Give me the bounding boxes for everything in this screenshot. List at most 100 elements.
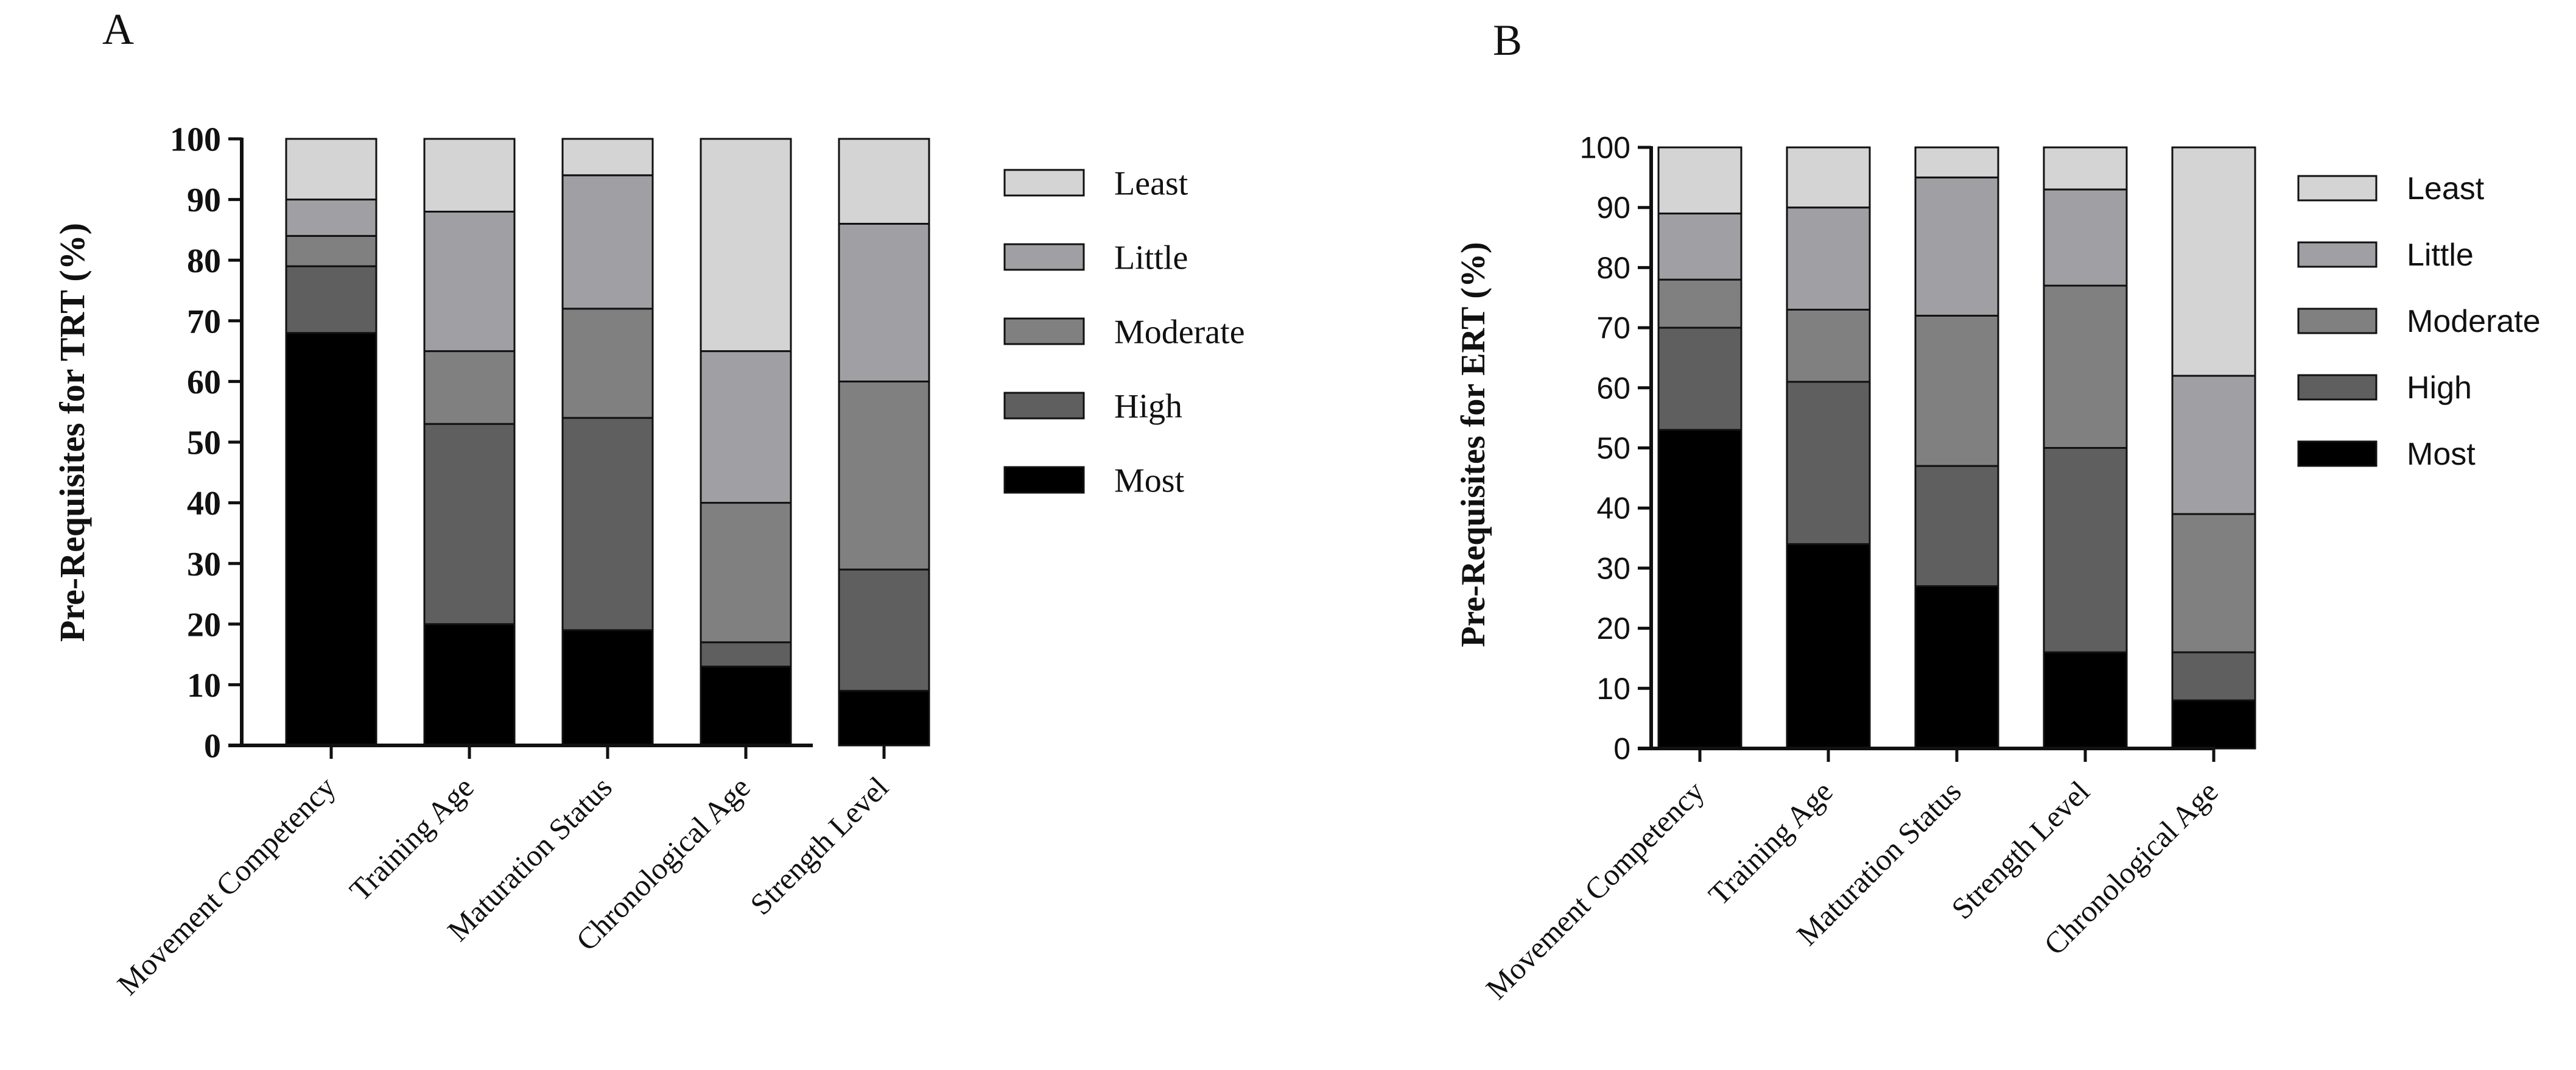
bar-segment-a-chronological-age-little [700, 350, 792, 504]
y-tick-label-a-0: 0 [204, 728, 221, 766]
y-tick-label-a-20: 20 [187, 606, 221, 644]
y-tick-label-b-10: 10 [1596, 672, 1630, 706]
legend-swatch-a-most [1003, 466, 1085, 494]
x-tick-label-b-movement-competency: Movement Competency [1479, 774, 1710, 1005]
bar-segment-a-maturation-status-most [561, 629, 654, 747]
y-tick-label-b-60: 60 [1596, 371, 1630, 405]
legend-a: Least Little Moderate High Most [1003, 165, 1245, 500]
x-tick-label-a-training-age: Training Age [343, 770, 480, 907]
y-tick-label-b-40: 40 [1596, 491, 1630, 526]
legend-swatch-b-little [2297, 241, 2378, 268]
bar-segment-b-strength-level-least [2043, 146, 2128, 191]
y-tick-label-a-10: 10 [187, 667, 221, 705]
legend-label-b-high: High [2407, 370, 2472, 406]
bar-segment-b-maturation-status-least [1914, 146, 1999, 178]
panel-letter-a: A [102, 5, 134, 54]
y-tick-label-a-100: 100 [170, 121, 221, 159]
bar-segment-a-strength-level-least [838, 138, 930, 225]
x-tick-label-a-strength-level: Strength Level [743, 770, 895, 921]
legend-swatch-b-most [2297, 440, 2378, 467]
y-tick-label-b-50: 50 [1596, 431, 1630, 465]
y-tick-label-b-80: 80 [1596, 251, 1630, 285]
bar-segment-b-movement-competency-least [1657, 146, 1742, 215]
bar-segment-a-maturation-status-little [561, 174, 654, 310]
chart-panel-b: B Pre-Requisites for ERT (%) Movement Co… [1455, 16, 2541, 1005]
bar-segment-b-chronological-age-high [2171, 651, 2256, 702]
bar-segment-b-chronological-age-little [2171, 375, 2256, 515]
bar-segment-a-movement-competency-least [285, 138, 377, 201]
legend-label-a-most: Most [1114, 462, 1185, 500]
legend-swatch-a-high [1003, 392, 1085, 420]
bar-segment-a-maturation-status-moderate [561, 308, 654, 419]
bar-segment-a-maturation-status-least [561, 138, 654, 177]
y-tick-label-b-0: 0 [1613, 732, 1630, 766]
legend-label-a-little: Little [1114, 239, 1188, 277]
bar-segment-b-movement-competency-moderate [1657, 278, 1742, 329]
bar-segment-b-strength-level-most [2043, 651, 2128, 750]
bar-segment-b-training-age-least [1786, 146, 1871, 209]
chart-panel-a: A Pre-Requisites for TRT (%) Movement Co… [52, 5, 1245, 1001]
y-tick-label-a-60: 60 [187, 364, 221, 401]
bar-segment-a-training-age-high [423, 423, 516, 625]
legend-b: Least Little Moderate High Most [2297, 171, 2541, 472]
bar-segment-a-strength-level-moderate [838, 380, 930, 571]
bar-segment-a-maturation-status-high [561, 417, 654, 632]
bar-segment-b-training-age-most [1786, 543, 1871, 750]
bar-segment-b-chronological-age-moderate [2171, 513, 2256, 653]
legend-label-a-moderate: Moderate [1114, 314, 1245, 351]
legend-swatch-b-high [2297, 374, 2378, 401]
bar-segment-b-strength-level-moderate [2043, 284, 2128, 449]
legend-label-b-least: Least [2407, 171, 2485, 206]
bar-segment-a-chronological-age-high [700, 641, 792, 668]
legend-swatch-b-moderate [2297, 308, 2378, 334]
bar-segment-b-maturation-status-high [1914, 465, 1999, 588]
y-tick-label-b-30: 30 [1596, 551, 1630, 585]
y-tick-label-b-90: 90 [1596, 191, 1630, 225]
bar-segment-a-strength-level-most [838, 689, 930, 747]
bar-segment-a-training-age-little [423, 211, 516, 353]
bar-segment-b-maturation-status-most [1914, 585, 1999, 750]
bar-segment-a-chronological-age-least [700, 138, 792, 353]
y-tick-label-b-100: 100 [1580, 131, 1630, 165]
legend-label-a-least: Least [1114, 165, 1188, 203]
panel-letter-b: B [1493, 16, 1522, 65]
y-tick-label-b-20: 20 [1596, 611, 1630, 646]
y-tick-label-a-80: 80 [187, 242, 221, 280]
bar-segment-b-chronological-age-most [2171, 699, 2256, 750]
bar-segment-a-movement-competency-most [285, 332, 377, 747]
bar-segment-b-maturation-status-moderate [1914, 314, 1999, 467]
x-tick-label-a-movement-competency: Movement Competency [110, 770, 342, 1001]
bar-segment-b-training-age-high [1786, 381, 1871, 545]
legend-swatch-a-least [1003, 169, 1085, 197]
bar-segment-a-chronological-age-moderate [700, 502, 792, 644]
bar-segment-b-chronological-age-least [2171, 146, 2256, 377]
legend-label-a-high: High [1114, 388, 1182, 426]
bar-segment-b-movement-competency-high [1657, 326, 1742, 431]
bar-segment-a-strength-level-little [838, 222, 930, 382]
y-tick-label-a-50: 50 [187, 424, 221, 462]
y-tick-label-a-30: 30 [187, 546, 221, 583]
legend-label-b-moderate: Moderate [2407, 304, 2541, 339]
bar-segment-b-strength-level-little [2043, 188, 2128, 287]
y-axis-label-a: Pre-Requisites for TRT (%) [52, 223, 92, 642]
bar-segment-a-strength-level-high [838, 568, 930, 692]
bar-segment-b-training-age-little [1786, 206, 1871, 311]
bar-segment-b-movement-competency-most [1657, 429, 1742, 750]
legend-swatch-a-moderate [1003, 317, 1085, 345]
bar-segment-a-movement-competency-high [285, 265, 377, 334]
bar-segment-a-training-age-moderate [423, 350, 516, 425]
legend-label-b-most: Most [2407, 437, 2476, 472]
bar-segment-a-movement-competency-moderate [285, 234, 377, 267]
bar-segment-b-movement-competency-little [1657, 213, 1742, 281]
legend-swatch-a-little [1003, 243, 1085, 271]
y-tick-label-a-40: 40 [187, 485, 221, 523]
x-tick-label-b-training-age: Training Age [1702, 774, 1839, 912]
bar-segment-b-maturation-status-little [1914, 176, 1999, 317]
legend-swatch-b-least [2297, 175, 2378, 202]
bar-segment-b-strength-level-high [2043, 447, 2128, 653]
bar-segment-a-training-age-most [423, 623, 516, 747]
plot-area-a: Movement Competency Training AgeMaturatio… [110, 121, 930, 1001]
y-tick-label-b-70: 70 [1596, 311, 1630, 345]
